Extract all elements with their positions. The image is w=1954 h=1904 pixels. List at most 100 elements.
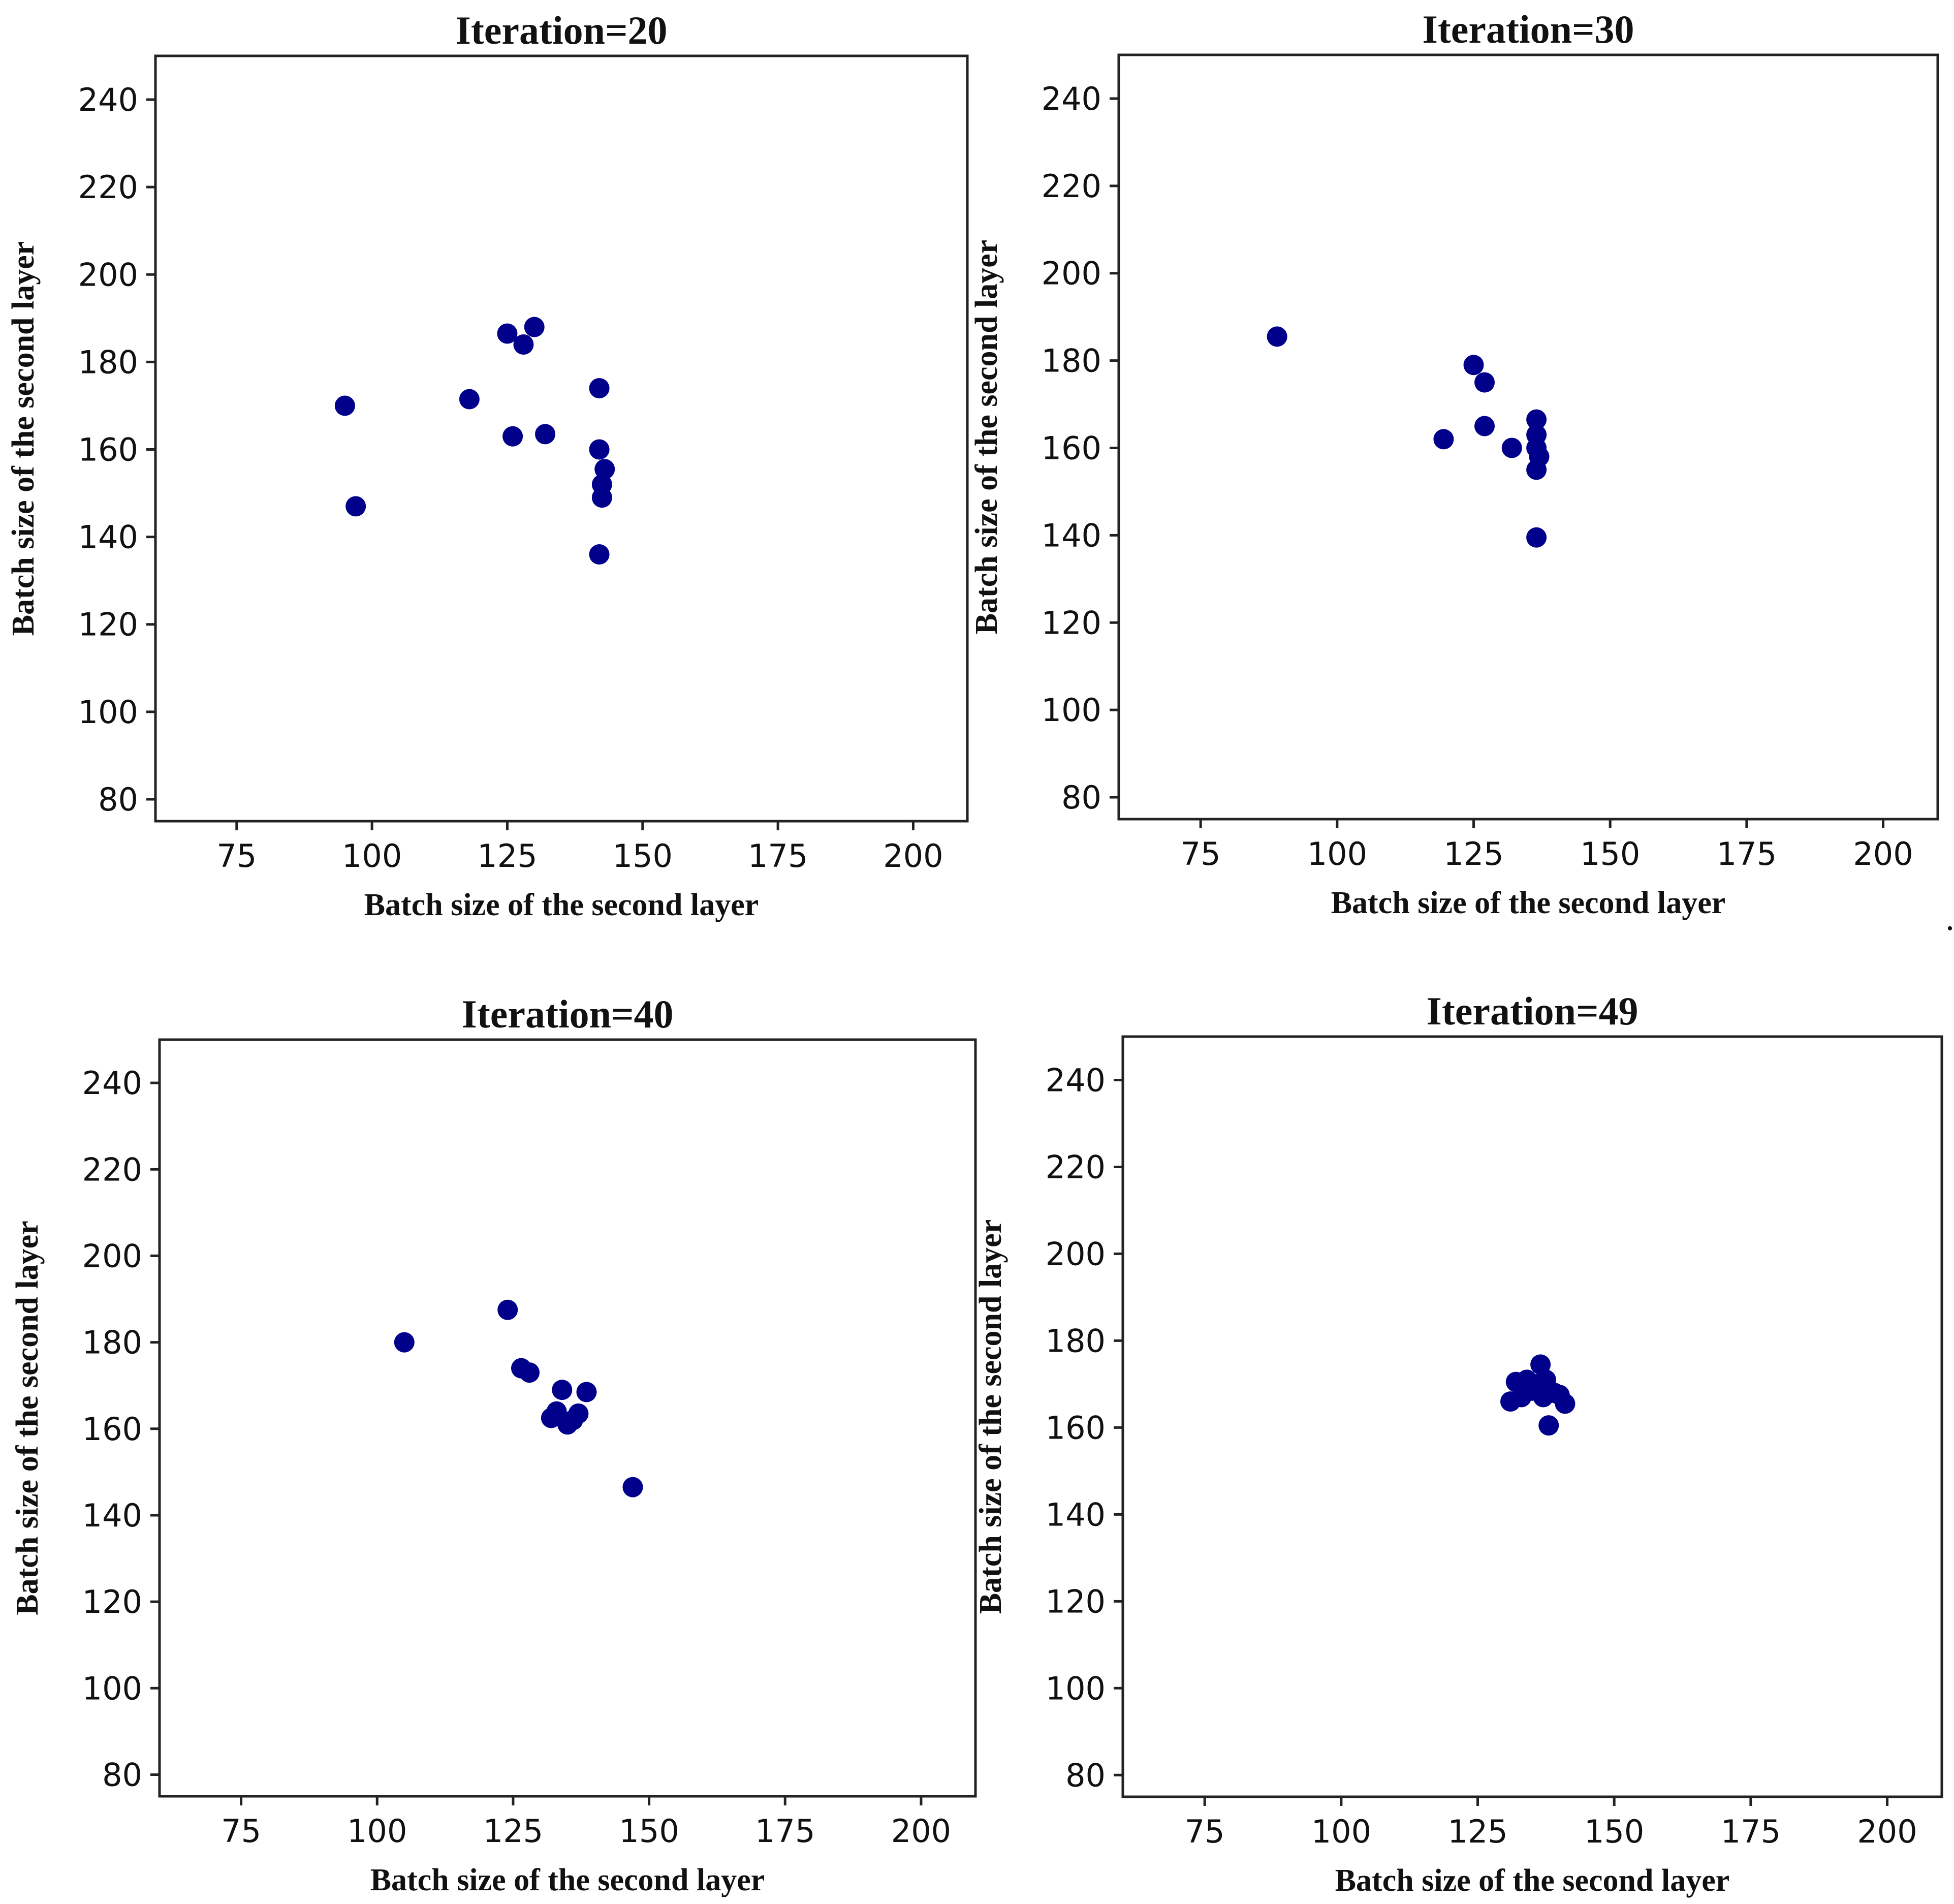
- y-tick-label: 120: [1042, 604, 1101, 641]
- scatter-point: [497, 323, 518, 344]
- y-tick-label: 160: [82, 1411, 142, 1448]
- y-tick-label: 220: [78, 169, 138, 206]
- x-tick-label: 175: [748, 837, 808, 875]
- scatter-point: [1501, 438, 1522, 458]
- y-tick-label: 220: [1042, 168, 1101, 205]
- plot-frame: [1121, 1035, 1943, 1798]
- y-tick-label: 140: [78, 519, 138, 556]
- y-tick-label: 200: [1046, 1235, 1106, 1272]
- y-tick-label: 100: [78, 694, 138, 731]
- chart-title: Iteration=30: [1422, 7, 1634, 51]
- scatter-point: [334, 395, 355, 416]
- scatter-point: [594, 459, 615, 480]
- y-tick-label: 80: [1065, 1757, 1106, 1794]
- y-tick-label: 140: [82, 1497, 142, 1534]
- x-tick-label: 100: [347, 1813, 407, 1850]
- y-axis-label: Batch size of the second layer: [973, 1220, 1008, 1614]
- y-tick-label: 220: [82, 1151, 142, 1188]
- scatter-point: [497, 1299, 518, 1320]
- scatter-point: [524, 317, 545, 337]
- plot-frame: [154, 54, 969, 823]
- x-tick-label: 75: [216, 837, 257, 875]
- scatter-point: [1526, 527, 1547, 548]
- x-tick-label: 125: [1447, 1813, 1507, 1850]
- y-tick-label: 140: [1046, 1496, 1106, 1533]
- y-tick-label: 200: [1042, 255, 1101, 292]
- chart-title: Iteration=40: [461, 992, 673, 1036]
- y-tick-label: 220: [1046, 1148, 1106, 1185]
- scatter-point: [1433, 429, 1454, 450]
- scatter-point: [459, 389, 480, 410]
- y-tick-label: 240: [1042, 80, 1101, 117]
- y-tick-label: 180: [78, 344, 138, 381]
- x-tick-label: 150: [613, 837, 673, 875]
- y-tick-label: 80: [1061, 779, 1101, 816]
- y-tick-label: 240: [1046, 1062, 1106, 1099]
- scatter-point: [502, 426, 523, 447]
- x-tick-label: 150: [1584, 1813, 1644, 1850]
- y-tick-label: 120: [1046, 1583, 1106, 1620]
- scatter-point: [1474, 416, 1495, 436]
- y-tick-label: 240: [78, 81, 138, 118]
- x-tick-label: 200: [891, 1813, 951, 1850]
- x-tick-label: 175: [1721, 1813, 1781, 1850]
- scatter-point: [576, 1382, 597, 1402]
- x-tick-label: 200: [883, 837, 943, 875]
- x-tick-label: 75: [1185, 1813, 1225, 1850]
- scatter-point: [1267, 326, 1287, 347]
- plot-frame: [1117, 53, 1939, 821]
- scatter-point: [535, 424, 556, 445]
- y-axis-label: Batch size of the second layer: [6, 241, 41, 636]
- x-axis-label: Batch size of the second layer: [370, 1863, 765, 1897]
- y-tick-label: 160: [1042, 429, 1101, 466]
- scatter-panel-4: 75 100 125 150 175 200 80 100 120 140 160 180 200 220…: [973, 989, 1943, 1898]
- y-tick-label: 160: [78, 431, 138, 469]
- scatter-point: [1474, 372, 1495, 393]
- y-tick-label: 100: [82, 1670, 142, 1707]
- y-axis-label: Batch size of the second layer: [969, 240, 1004, 635]
- x-tick-label: 150: [1580, 835, 1640, 872]
- plot-frame: [158, 1038, 977, 1798]
- scatter-point: [589, 544, 610, 565]
- scatter-point: [519, 1362, 540, 1383]
- scatter-point: [513, 334, 534, 355]
- chart-title: Iteration=20: [455, 8, 667, 52]
- scatter-point: [622, 1477, 643, 1497]
- y-tick-label: 160: [1046, 1409, 1106, 1446]
- y-tick-label: 180: [1046, 1322, 1106, 1359]
- scatter-point: [1463, 355, 1484, 376]
- y-tick-label: 100: [1042, 692, 1101, 729]
- x-tick-label: 125: [1443, 835, 1503, 872]
- y-tick-label: 140: [1042, 517, 1101, 554]
- y-tick-label: 240: [82, 1065, 142, 1102]
- y-tick-label: 80: [98, 781, 138, 818]
- x-tick-label: 100: [1311, 1813, 1371, 1850]
- x-tick-label: 175: [1717, 835, 1777, 872]
- x-tick-label: 100: [342, 837, 402, 875]
- scatter-panels: 75 100 125 150 175 200 80 100 120 140 160 180 200 220…: [6, 7, 1943, 1898]
- scatter-point: [1526, 459, 1547, 480]
- x-tick-label: 75: [1181, 835, 1221, 872]
- scatter-point: [394, 1332, 415, 1353]
- x-tick-label: 100: [1307, 835, 1367, 872]
- y-tick-label: 200: [78, 256, 138, 293]
- x-tick-label: 125: [483, 1813, 543, 1850]
- y-tick-label: 80: [102, 1756, 142, 1793]
- scatter-panel-3: 75 100 125 150 175 200 80 100 120 140 160 180 200 220…: [10, 992, 977, 1897]
- y-tick-label: 180: [82, 1324, 142, 1361]
- scatter-point: [591, 487, 612, 508]
- y-tick-label: 120: [78, 606, 138, 643]
- scatter-panel-2: 75 100 125 150 175 200 80 100 120 140 160 180 200 220…: [969, 7, 1939, 920]
- x-tick-label: 125: [477, 837, 537, 875]
- scatter-point: [1538, 1415, 1559, 1436]
- scatter-point: [568, 1403, 589, 1424]
- x-tick-label: 200: [1857, 1813, 1917, 1850]
- y-tick-label: 100: [1046, 1670, 1106, 1707]
- scatter-point: [1526, 409, 1547, 430]
- scatter-point: [589, 378, 610, 399]
- x-tick-label: 75: [221, 1813, 261, 1850]
- y-axis-label: Batch size of the second layer: [10, 1221, 45, 1615]
- y-tick-label: 200: [82, 1237, 142, 1274]
